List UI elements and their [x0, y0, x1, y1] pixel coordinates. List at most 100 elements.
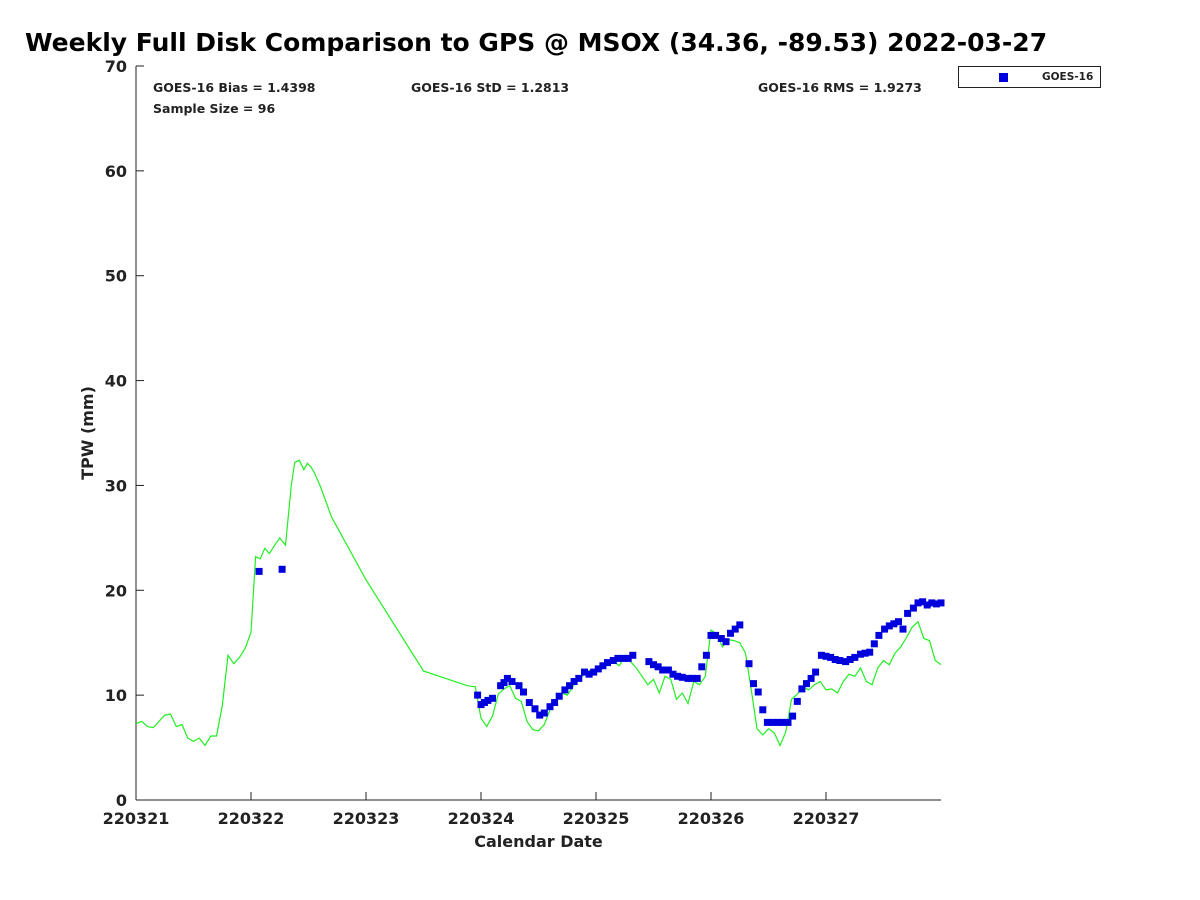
goes16-point	[759, 706, 767, 714]
goes16-point	[536, 711, 544, 719]
goes16-point	[831, 656, 839, 663]
goes16-point	[914, 599, 922, 607]
x-tick-label: 220325	[563, 809, 630, 828]
goes16-point	[590, 668, 598, 676]
legend-goes16-label: GOES-16	[1042, 71, 1094, 83]
y-tick-label: 10	[105, 686, 127, 705]
goes16-point	[932, 600, 940, 608]
goes16-point	[836, 657, 844, 664]
goes16-point	[698, 663, 706, 671]
goes16-point	[937, 599, 945, 607]
axis-labels: 0 10 20 30 40 50 60 70 220321 220322 220323 220324 2…	[78, 57, 859, 851]
goes16-point	[566, 682, 573, 690]
goes16-point	[678, 673, 686, 681]
goes16-point	[255, 567, 263, 575]
gps-series-line	[135, 459, 942, 747]
goes16-point	[503, 674, 511, 682]
goes16-point	[769, 718, 777, 726]
y-tick-label: 0	[116, 791, 127, 810]
goes16-point	[899, 625, 907, 633]
goes16-marker-layer	[255, 565, 945, 726]
x-tick-label: 220323	[333, 809, 400, 828]
goes16-point	[614, 654, 622, 662]
goes16-point	[508, 678, 516, 685]
goes16-point	[669, 670, 677, 678]
goes16-point	[807, 674, 815, 682]
y-tick-label: 60	[105, 162, 127, 181]
goes16-point	[904, 609, 912, 617]
goes16-point	[693, 674, 701, 682]
goes16-point	[890, 620, 898, 628]
goes16-point	[798, 685, 806, 693]
goes16-point	[851, 653, 859, 661]
goes16-point	[520, 688, 527, 696]
goes16-point	[866, 648, 874, 656]
goes16-point	[489, 694, 496, 702]
legend-goes16-marker	[999, 73, 1008, 82]
goes16-point	[629, 651, 637, 659]
goes16-point	[707, 631, 715, 639]
goes16-point	[812, 668, 820, 676]
x-tick-label: 220326	[678, 809, 745, 828]
goes16-point	[594, 665, 602, 673]
goes16-point	[609, 657, 617, 664]
goes16-point	[659, 666, 667, 674]
goes16-point	[817, 651, 825, 659]
goes16-point	[531, 705, 539, 713]
goes16-point	[702, 651, 710, 659]
goes16-point	[857, 650, 864, 658]
goes16-point	[561, 686, 569, 694]
goes16-point	[731, 625, 739, 633]
y-tick-label: 30	[105, 476, 127, 495]
goes16-point	[919, 598, 927, 606]
y-tick-label: 20	[105, 581, 127, 600]
x-tick-label: 220322	[218, 809, 285, 828]
goes16-point	[822, 652, 830, 660]
goes16-point	[928, 599, 936, 607]
y-tick-label: 70	[105, 57, 127, 76]
goes16-point	[645, 658, 653, 666]
goes16-point	[727, 629, 734, 637]
goes16-point	[575, 674, 583, 682]
goes16-point	[540, 709, 548, 717]
goes16-point	[585, 670, 593, 678]
goes16-point	[763, 718, 771, 726]
chart-title: Weekly Full Disk Comparison to GPS @ MSO…	[25, 28, 1048, 57]
goes16-point	[546, 703, 554, 711]
x-axis-title: Calendar Date	[474, 832, 603, 851]
goes16-point	[620, 654, 628, 662]
x-tick-label: 220321	[103, 809, 170, 828]
goes16-point	[803, 680, 810, 688]
goes16-point	[745, 660, 753, 668]
goes16-point	[525, 699, 533, 706]
goes16-point	[923, 601, 931, 609]
goes16-point	[789, 712, 797, 720]
goes16-point	[515, 682, 523, 690]
goes16-point	[881, 625, 889, 633]
goes16-point	[484, 696, 492, 704]
goes16-point	[784, 718, 792, 726]
goes16-point	[717, 635, 725, 642]
goes16-point	[664, 666, 672, 674]
goes16-point	[555, 692, 563, 700]
x-tick-label: 220327	[793, 809, 860, 828]
goes16-point	[885, 622, 893, 630]
goes16-point	[846, 656, 854, 663]
goes16-point	[895, 618, 902, 626]
goes16-point	[604, 659, 611, 667]
goes16-point	[500, 679, 508, 687]
goes16-point	[624, 654, 632, 662]
goes16-point	[570, 678, 578, 685]
goes16-point	[712, 631, 720, 639]
goes16-point	[551, 699, 559, 706]
gps-line-layer	[135, 459, 942, 747]
goes16-point	[778, 718, 786, 726]
goes16-point	[870, 640, 878, 648]
goes16-point	[793, 697, 801, 705]
goes16-point	[827, 653, 835, 661]
y-tick-label: 40	[105, 372, 127, 391]
goes16-point	[689, 674, 697, 682]
axes	[135, 65, 941, 801]
goes16-point	[750, 680, 757, 688]
